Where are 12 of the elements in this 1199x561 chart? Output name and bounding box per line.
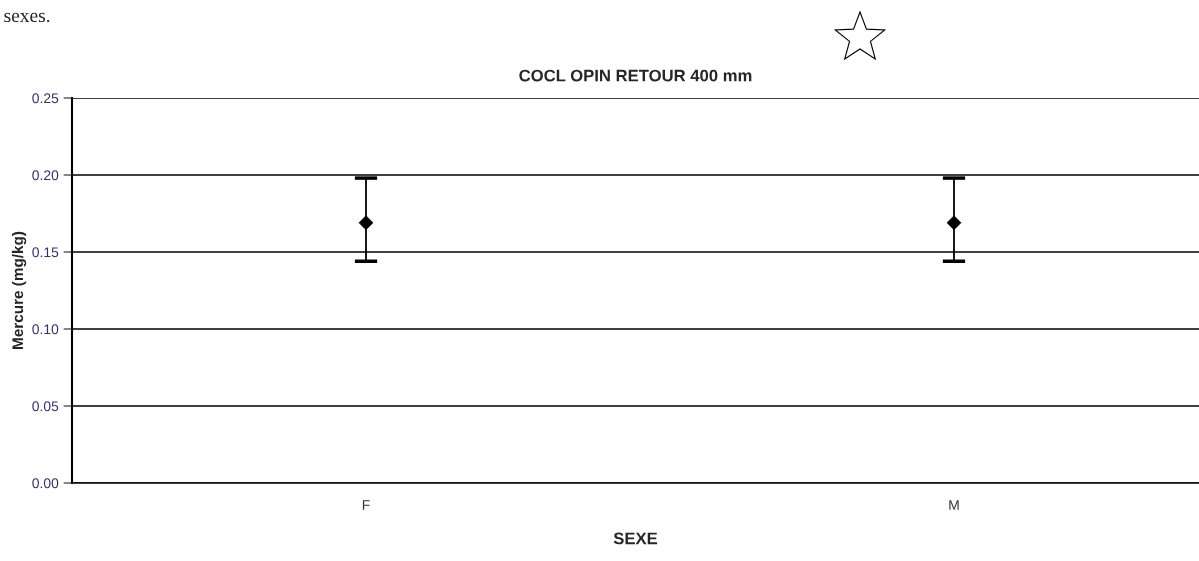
y-tick-label: 0.10 <box>32 324 59 335</box>
x-tick-label: M <box>949 500 959 510</box>
x-axis-title: SEXE <box>613 532 658 545</box>
y-tick-label: 0.20 <box>32 170 59 181</box>
y-axis-title: Mercure (mg/kg) <box>11 231 27 349</box>
text: sexes. <box>4 12 50 23</box>
y-tick-label: 0.00 <box>32 478 59 489</box>
y-tick-label: 0.15 <box>32 247 59 258</box>
y-tick-label: 0.05 <box>32 401 59 412</box>
y-tick-label: 0.25 <box>32 93 59 104</box>
x-tick-label: F <box>362 500 370 510</box>
chart-title: COCL OPIN RETOUR 400 mm <box>519 69 752 82</box>
